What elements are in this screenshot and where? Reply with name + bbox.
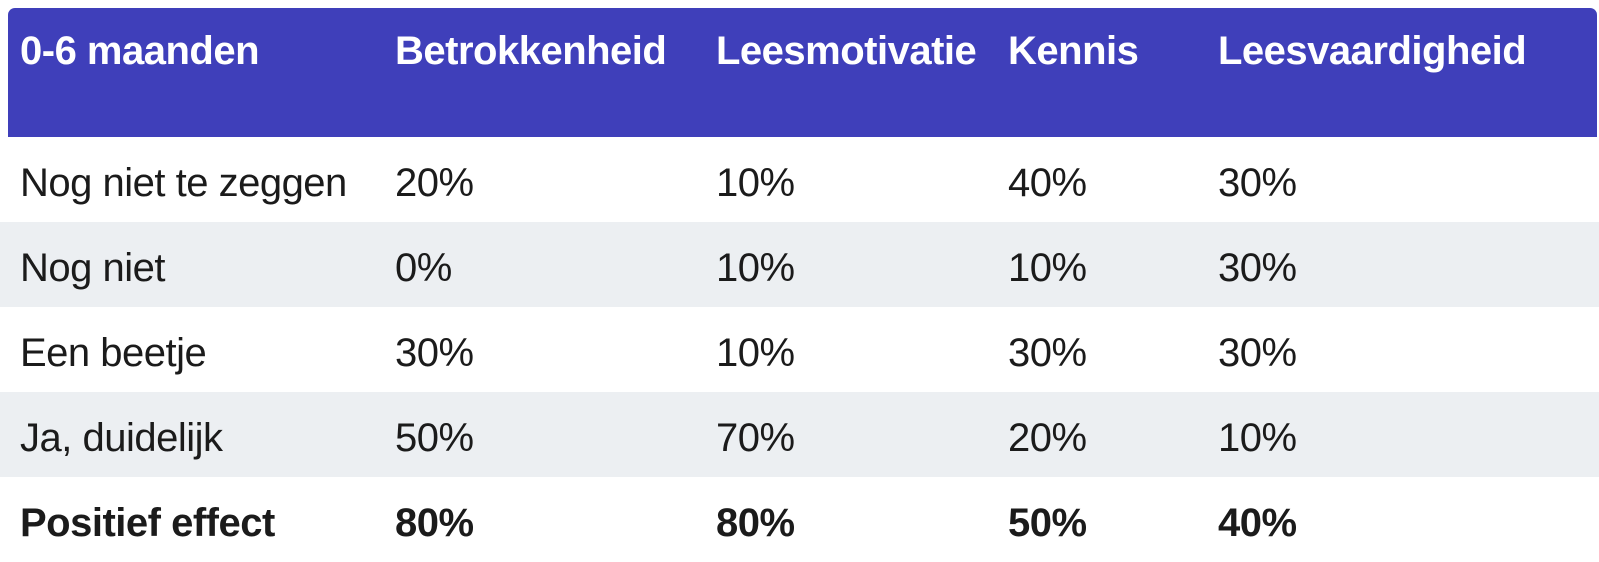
header-cell-kennis: Kennis — [1008, 29, 1139, 73]
header-cell-betrokkenheid: Betrokkenheid — [395, 29, 667, 73]
row-label: Ja, duidelijk — [20, 416, 223, 460]
header-cell-leesvaardigheid: Leesvaardigheid — [1218, 29, 1527, 73]
cell-value: 80% — [395, 501, 474, 545]
table-row: Ja, duidelijk 50% 70% 20% 10% — [0, 392, 1599, 477]
cell-value: 30% — [1218, 161, 1297, 205]
row-label: Positief effect — [20, 501, 275, 545]
cell-value: 30% — [1218, 331, 1297, 375]
cell-value: 50% — [1008, 501, 1087, 545]
cell-value: 40% — [1218, 501, 1297, 545]
cell-value: 30% — [1008, 331, 1087, 375]
table-row-total: Positief effect 80% 80% 50% 40% — [0, 477, 1599, 562]
header-cell-period: 0-6 maanden — [20, 29, 260, 73]
cell-value: 10% — [1218, 416, 1297, 460]
cell-value: 70% — [716, 416, 795, 460]
cell-value: 50% — [395, 416, 474, 460]
row-label: Een beetje — [20, 331, 207, 375]
table-row: Een beetje 30% 10% 30% 30% — [0, 307, 1599, 392]
cell-value: 0% — [395, 246, 452, 290]
header-cell-leesmotivatie: Leesmotivatie — [716, 29, 977, 73]
cell-value: 20% — [395, 161, 474, 205]
table-header-row: 0-6 maanden Betrokkenheid Leesmotivatie … — [8, 8, 1597, 137]
cell-value: 10% — [716, 246, 795, 290]
cell-value: 30% — [395, 331, 474, 375]
row-label: Nog niet te zeggen — [20, 161, 347, 205]
cell-value: 10% — [716, 161, 795, 205]
row-label: Nog niet — [20, 246, 165, 290]
cell-value: 20% — [1008, 416, 1087, 460]
cell-value: 30% — [1218, 246, 1297, 290]
cell-value: 10% — [716, 331, 795, 375]
cell-value: 80% — [716, 501, 795, 545]
table-row: Nog niet 0% 10% 10% 30% — [0, 222, 1599, 307]
table-row: Nog niet te zeggen 20% 10% 40% 30% — [0, 137, 1599, 222]
cell-value: 40% — [1008, 161, 1087, 205]
cell-value: 10% — [1008, 246, 1087, 290]
